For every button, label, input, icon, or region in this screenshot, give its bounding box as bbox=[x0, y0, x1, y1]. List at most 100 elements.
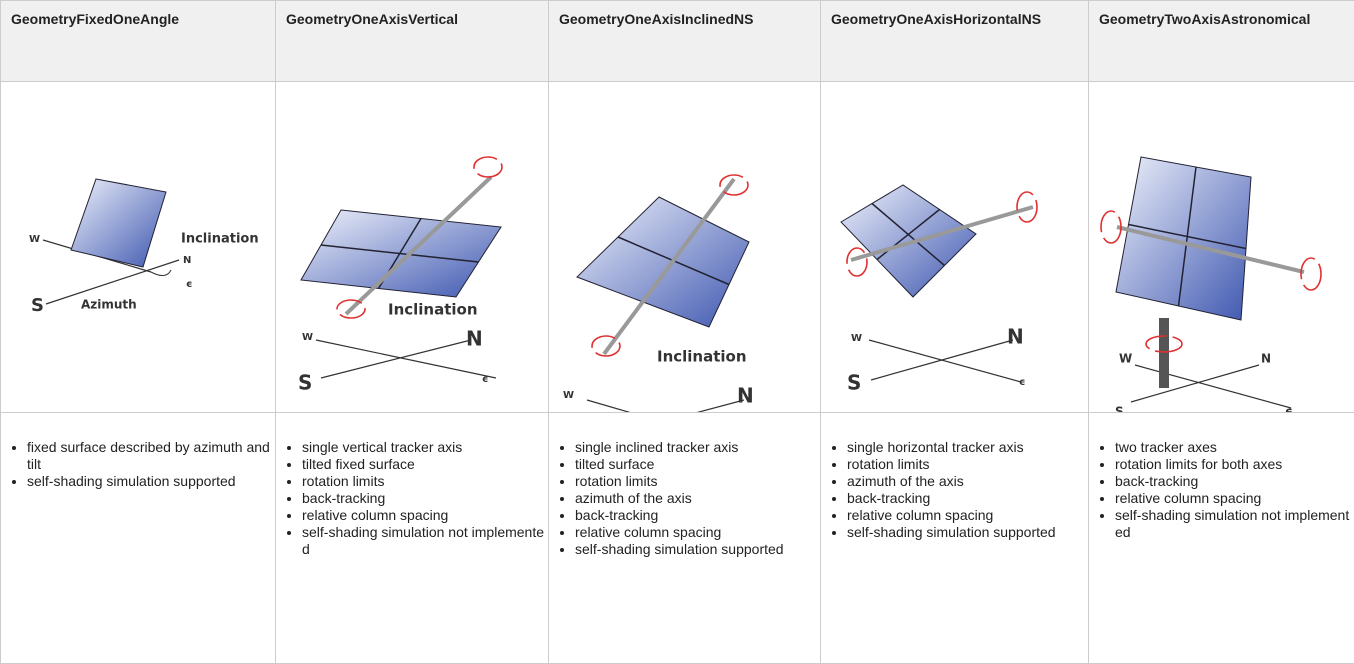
diagram-label: N bbox=[1007, 325, 1024, 349]
diagram-label: W bbox=[563, 390, 574, 401]
solar-panel bbox=[840, 184, 977, 298]
header-row: GeometryFixedOneAngle GeometryOneAxisVert… bbox=[0, 0, 1354, 82]
feature-item: self-shading simulation not implemented bbox=[302, 524, 548, 558]
feature-item: self-shading simulation supported bbox=[847, 524, 1088, 541]
diagram-label: W bbox=[302, 332, 313, 343]
diagram: W N S ϵ bbox=[1100, 156, 1322, 413]
feature-item: single inclined tracker axis bbox=[575, 439, 820, 456]
feature-item: two tracker axes bbox=[1115, 439, 1354, 456]
column-header: GeometryFixedOneAngle bbox=[0, 0, 276, 82]
diagram: W Inclination Nϵ S Azimuth bbox=[29, 178, 259, 316]
diagram-label: ϵ bbox=[186, 279, 192, 290]
rotation-arrow bbox=[591, 335, 621, 357]
diagram-label: W bbox=[851, 333, 862, 344]
panel-divider bbox=[1128, 223, 1247, 250]
feature-item: rotation limits bbox=[575, 473, 820, 490]
feature-item: rotation limits bbox=[302, 473, 548, 490]
diagram: W N S ϵ bbox=[840, 184, 1038, 395]
diagram-label: Inclination bbox=[657, 348, 747, 366]
feature-cell: single horizontal tracker axisrotation l… bbox=[820, 412, 1089, 664]
tracker-axis bbox=[602, 177, 736, 356]
rotation-arrow bbox=[719, 174, 749, 196]
column-header: GeometryOneAxisVertical bbox=[275, 0, 549, 82]
feature-item: tilted surface bbox=[575, 456, 820, 473]
compass-line bbox=[868, 339, 1022, 383]
diagram-label: S bbox=[31, 295, 44, 316]
feature-item: single horizontal tracker axis bbox=[847, 439, 1088, 456]
feature-item: self-shading simulation not implemented bbox=[1115, 507, 1354, 541]
rotation-arrow bbox=[846, 247, 868, 277]
feature-item: back-tracking bbox=[847, 490, 1088, 507]
feature-item: tilted fixed surface bbox=[302, 456, 548, 473]
feature-cell: fixed surface described by azimuth and t… bbox=[0, 412, 276, 664]
rotation-arrow bbox=[1016, 191, 1038, 223]
feature-list: two tracker axesrotation limits for both… bbox=[1089, 439, 1354, 541]
feature-list: single horizontal tracker axisrotation l… bbox=[821, 439, 1088, 541]
tracker-axis bbox=[850, 205, 1034, 262]
compass-line bbox=[45, 259, 180, 305]
column-header: GeometryOneAxisInclinedNS bbox=[548, 0, 821, 82]
feature-cell: single vertical tracker axistilted fixed… bbox=[275, 412, 549, 664]
tracker-axis bbox=[344, 175, 493, 316]
diagram-label: Azimuth bbox=[81, 298, 137, 312]
panel-divider bbox=[320, 244, 479, 263]
compass-line bbox=[320, 339, 472, 379]
angle-arc bbox=[150, 269, 172, 276]
column-header: GeometryOneAxisHorizontalNS bbox=[820, 0, 1089, 82]
solar-panel bbox=[1115, 156, 1252, 321]
solar-panel bbox=[576, 196, 750, 328]
rotation-arrow bbox=[1100, 210, 1122, 244]
rotation-arrow bbox=[336, 299, 366, 319]
feature-item: relative column spacing bbox=[847, 507, 1088, 524]
compass-line bbox=[315, 339, 497, 379]
rotation-arrow bbox=[473, 156, 503, 178]
diagram-label: S bbox=[847, 371, 861, 395]
rotation-arrow bbox=[1145, 335, 1183, 353]
diagram-label: N bbox=[466, 327, 483, 351]
feature-row: fixed surface described by azimuth and t… bbox=[0, 412, 1354, 664]
tracker-axis bbox=[1116, 225, 1305, 274]
diagram-label: S bbox=[298, 371, 312, 395]
feature-item: single vertical tracker axis bbox=[302, 439, 548, 456]
diagram-label: ϵ bbox=[1285, 405, 1293, 413]
diagram-label: Inclination bbox=[388, 301, 478, 319]
feature-item: back-tracking bbox=[575, 507, 820, 524]
feature-item: relative column spacing bbox=[575, 524, 820, 541]
solar-panel bbox=[70, 178, 167, 268]
feature-list: fixed surface described by azimuth and t… bbox=[1, 439, 275, 490]
feature-item: fixed surface described by azimuth and t… bbox=[27, 439, 275, 473]
compass-line bbox=[696, 399, 745, 412]
compass-line bbox=[1130, 364, 1260, 403]
diagram-label: W bbox=[29, 234, 40, 245]
diagram-label: ϵ bbox=[482, 374, 488, 385]
feature-item: back-tracking bbox=[1115, 473, 1354, 490]
feature-cell: two tracker axesrotation limits for both… bbox=[1088, 412, 1354, 664]
feature-cell: single inclined tracker axistilted surfa… bbox=[548, 412, 821, 664]
feature-list: single vertical tracker axistilted fixed… bbox=[276, 439, 548, 558]
rotation-arrow bbox=[1300, 257, 1322, 291]
diagram-label: ϵ bbox=[1019, 377, 1025, 388]
feature-item: rotation limits bbox=[847, 456, 1088, 473]
compass-line bbox=[870, 339, 1014, 381]
feature-item: back-tracking bbox=[302, 490, 548, 507]
diagram-label: S bbox=[1115, 405, 1124, 413]
feature-item: azimuth of the axis bbox=[575, 490, 820, 507]
diagram-label: N bbox=[1261, 352, 1271, 366]
feature-item: azimuth of the axis bbox=[847, 473, 1088, 490]
feature-item: relative column spacing bbox=[302, 507, 548, 524]
column-header: GeometryTwoAxisAstronomical bbox=[1088, 0, 1354, 82]
compass-line bbox=[1134, 364, 1292, 409]
diagram-label: N bbox=[737, 384, 754, 408]
diagram-label: Inclination bbox=[181, 232, 259, 247]
feature-item: rotation limits for both axes bbox=[1115, 456, 1354, 473]
feature-list: single inclined tracker axistilted surfa… bbox=[549, 439, 820, 558]
